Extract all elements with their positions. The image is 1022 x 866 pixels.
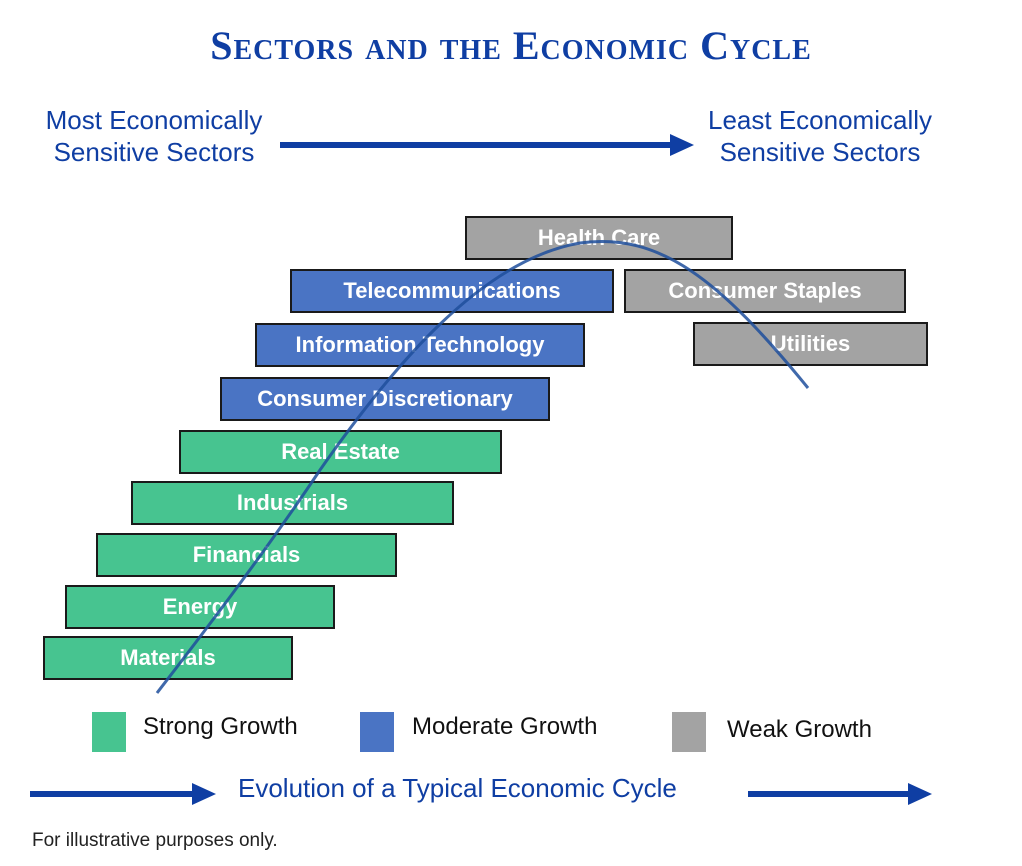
legend-label-strong: Strong Growth bbox=[143, 713, 298, 740]
most-sensitive-line-1: Most Economically bbox=[45, 105, 263, 135]
sector-bar-materials: Materials bbox=[43, 636, 293, 680]
sector-bar-information-technology: Information Technology bbox=[255, 323, 585, 367]
least-sensitive-label: Least Economically Sensitive Sectors bbox=[686, 104, 954, 168]
sector-bar-consumer-staples: Consumer Staples bbox=[624, 269, 906, 313]
cycle-evolution-label: Evolution of a Typical Economic Cycle bbox=[238, 773, 677, 803]
footnote: For illustrative purposes only. bbox=[32, 830, 278, 851]
legend-swatch-strong bbox=[92, 712, 126, 752]
least-sensitive-line-1: Least Economically bbox=[708, 105, 932, 135]
sector-label-financials: Financials bbox=[192, 542, 301, 567]
sector-bar-health-care: Health Care bbox=[465, 216, 733, 260]
cycle-arrow-left-icon bbox=[30, 783, 216, 805]
legend-label-moderate: Moderate Growth bbox=[412, 713, 598, 740]
sector-bar-industrials: Industrials bbox=[131, 481, 454, 525]
sector-label-information-technology: Information Technology bbox=[295, 332, 545, 357]
most-sensitive-label: Most Economically Sensitive Sectors bbox=[22, 104, 286, 168]
sector-bar-consumer-discretionary: Consumer Discretionary bbox=[220, 377, 550, 421]
sector-label-real-estate: Real Estate bbox=[281, 439, 400, 464]
sector-bar-telecommunications: Telecommunications bbox=[290, 269, 614, 313]
most-sensitive-line-2: Sensitive Sectors bbox=[53, 137, 255, 167]
sector-label-consumer-discretionary: Consumer Discretionary bbox=[257, 386, 513, 411]
sector-bar-real-estate: Real Estate bbox=[179, 430, 502, 474]
sector-label-energy: Energy bbox=[162, 594, 238, 619]
sensitivity-arrow-icon bbox=[280, 134, 694, 156]
sector-label-consumer-staples: Consumer Staples bbox=[668, 278, 862, 303]
legend-swatch-weak bbox=[672, 712, 706, 752]
sector-label-health-care: Health Care bbox=[537, 225, 661, 250]
sector-bar-energy: Energy bbox=[65, 585, 335, 629]
sector-label-materials: Materials bbox=[120, 645, 216, 670]
sector-label-telecommunications: Telecommunications bbox=[343, 278, 561, 303]
sector-label-utilities: Utilities bbox=[770, 331, 851, 356]
sector-bar-financials: Financials bbox=[96, 533, 397, 577]
legend-label-weak: Weak Growth bbox=[727, 716, 872, 743]
sector-bar-utilities: Utilities bbox=[693, 322, 928, 366]
cycle-arrow-right-icon bbox=[748, 783, 932, 805]
sector-label-industrials: Industrials bbox=[236, 490, 349, 515]
page-title: Sectors and the Economic Cycle bbox=[210, 23, 812, 68]
legend-swatch-moderate bbox=[360, 712, 394, 752]
least-sensitive-line-2: Sensitive Sectors bbox=[719, 137, 921, 167]
